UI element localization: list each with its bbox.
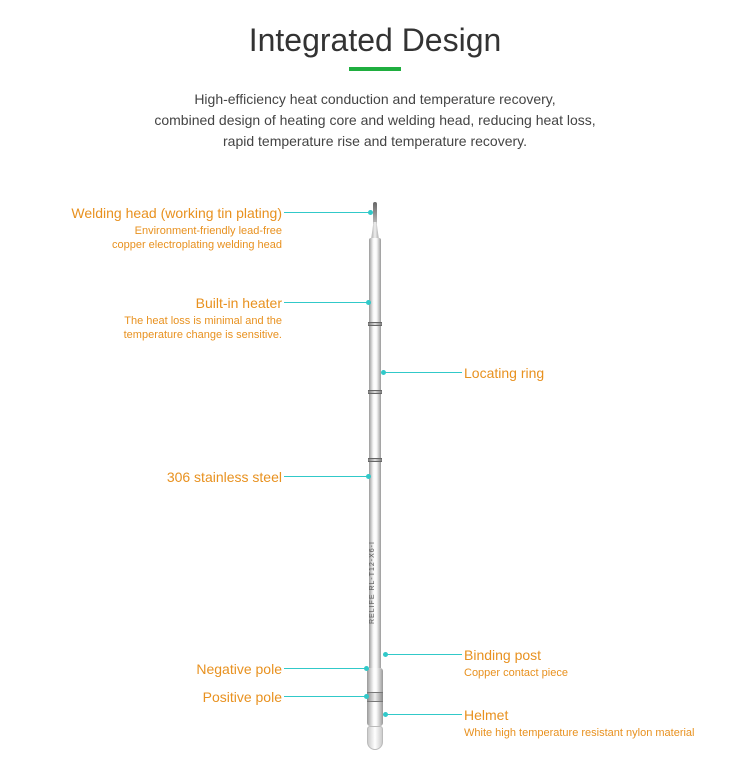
page-title: Integrated Design	[0, 22, 750, 59]
description-text: High-efficiency heat conduction and temp…	[90, 89, 660, 152]
label-title: Negative pole	[170, 660, 282, 678]
locating-ring-mark	[368, 458, 382, 462]
leader-line	[284, 476, 368, 477]
label-welding-head: Welding head (working tin plating) Enviro…	[50, 204, 282, 253]
leader-line	[384, 372, 462, 373]
label-title: Helmet	[464, 706, 744, 724]
leader-line	[284, 302, 368, 303]
label-subtitle: Copper contact piece	[464, 666, 684, 680]
locating-ring-mark	[368, 390, 382, 394]
label-helmet: Helmet White high temperature resistant n…	[464, 706, 744, 740]
leader-line	[386, 714, 462, 715]
label-title: Welding head (working tin plating)	[50, 204, 282, 222]
diagram-area: RELIFE RL-T12-X6-I Welding head (working…	[0, 182, 750, 772]
locating-ring-mark	[368, 322, 382, 326]
label-title: Built-in heater	[90, 294, 282, 312]
label-title: Binding post	[464, 646, 684, 664]
label-stainless-steel: 306 stainless steel	[130, 468, 282, 486]
label-locating-ring: Locating ring	[464, 364, 644, 382]
product-lower-section	[367, 668, 383, 726]
label-subtitle: White high temperature resistant nylon m…	[464, 726, 744, 740]
label-subtitle: The heat loss is minimal and the tempera…	[90, 314, 282, 343]
label-binding-post: Binding post Copper contact piece	[464, 646, 684, 680]
product-helmet	[367, 726, 383, 750]
label-negative-pole: Negative pole	[170, 660, 282, 678]
leader-line	[284, 696, 366, 697]
leader-line	[386, 654, 462, 655]
title-underline	[349, 67, 401, 71]
product-tip	[373, 202, 377, 224]
leader-line	[284, 668, 366, 669]
label-title: Positive pole	[170, 688, 282, 706]
label-title: Locating ring	[464, 364, 644, 382]
product-brand-text: RELIFE RL-T12-X6-I	[369, 508, 381, 658]
label-title: 306 stainless steel	[130, 468, 282, 486]
label-subtitle: Environment-friendly lead-free copper el…	[50, 224, 282, 253]
label-built-in-heater: Built-in heater The heat loss is minimal …	[90, 294, 282, 343]
leader-line	[284, 212, 370, 213]
label-positive-pole: Positive pole	[170, 688, 282, 706]
